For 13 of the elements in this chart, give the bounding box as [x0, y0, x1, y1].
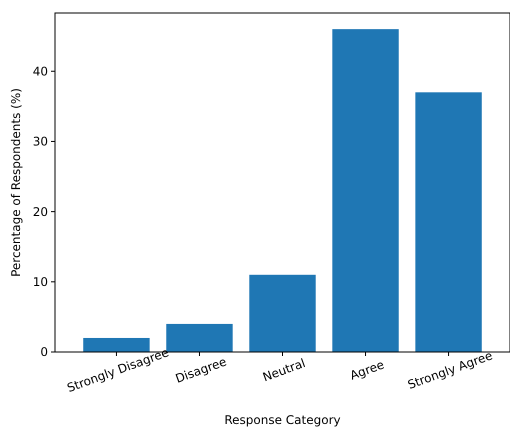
bar [415, 92, 482, 352]
x-tick-label: Agree [348, 358, 386, 383]
y-tick-label: 30 [32, 134, 48, 149]
bar [83, 338, 150, 352]
y-tick-label: 0 [40, 345, 48, 360]
y-axis-title: Percentage of Respondents (%) [9, 88, 23, 277]
x-axis-title: Response Category [224, 413, 341, 427]
bar [249, 274, 316, 352]
bar [166, 324, 233, 352]
y-tick-label: 40 [32, 64, 48, 78]
y-tick-label: 20 [32, 204, 48, 219]
y-tick-label: 10 [32, 275, 48, 290]
bar [332, 29, 399, 352]
